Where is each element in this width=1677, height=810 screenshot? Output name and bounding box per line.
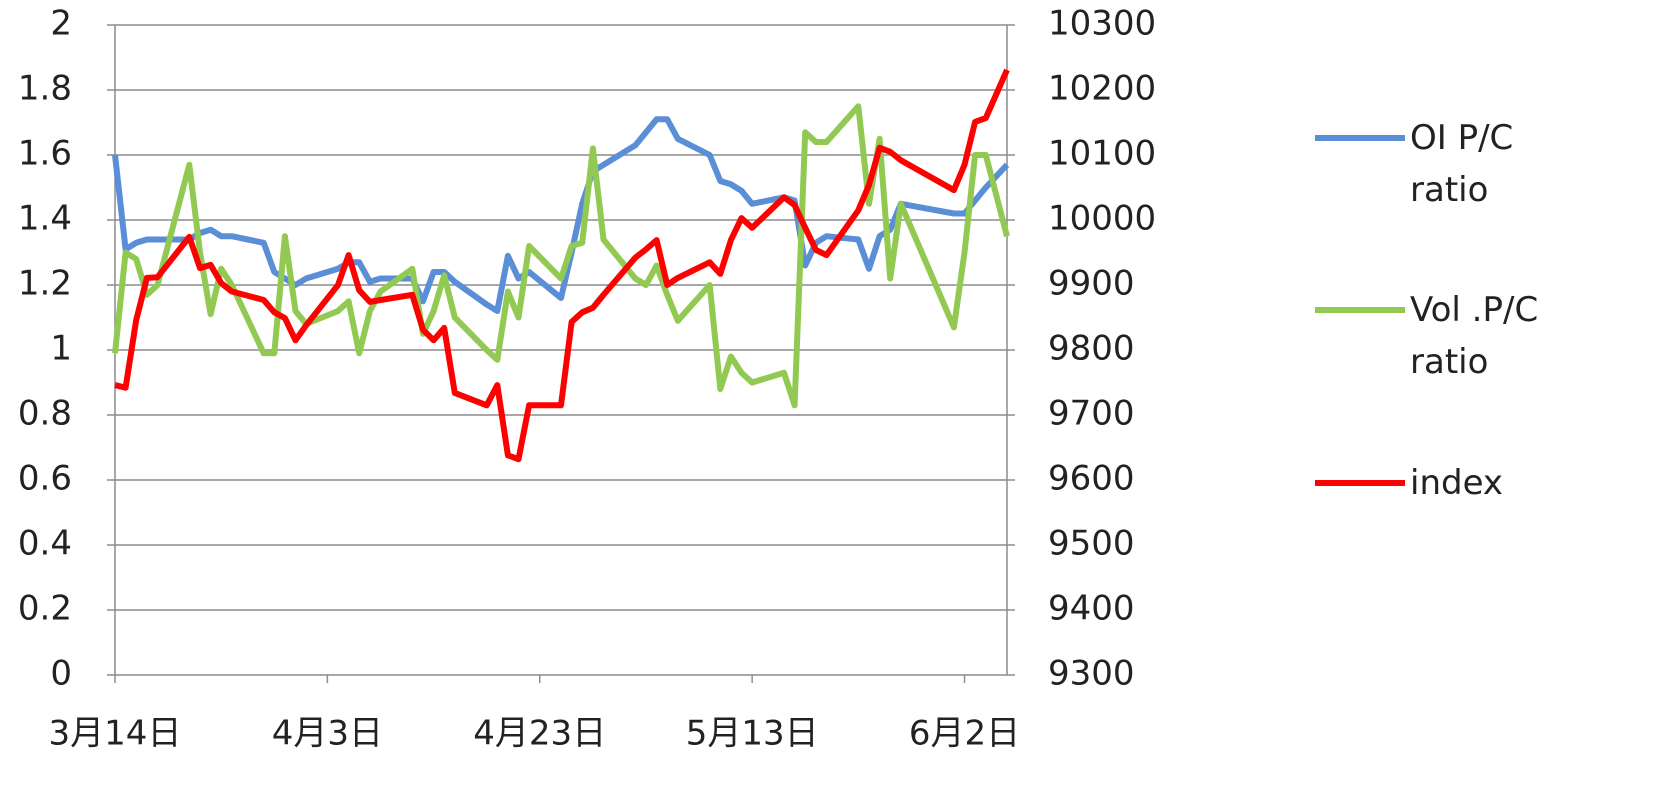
y-tick-label: 1 — [50, 329, 72, 369]
y2-tick-label: 10200 — [1048, 69, 1156, 109]
y2-tick-label: 9400 — [1048, 589, 1135, 629]
y2-tick-label: 9800 — [1048, 329, 1135, 369]
series-line — [112, 103, 1010, 409]
y2-tick-label: 9600 — [1048, 459, 1135, 499]
series-line — [112, 116, 1010, 314]
y-tick-label: 2 — [50, 4, 72, 44]
y-tick-label: 0.6 — [18, 459, 72, 499]
y-tick-label: 1.6 — [18, 134, 72, 174]
y2-tick-label: 9500 — [1048, 524, 1135, 564]
y-tick-label: 1.2 — [18, 264, 72, 304]
legend-label: index — [1410, 463, 1504, 503]
y-tick-label: 0.8 — [18, 394, 72, 434]
x-tick-label: 4月3日 — [272, 714, 383, 754]
y2-tick-label: 9900 — [1048, 264, 1135, 304]
y-tick-label: 0.4 — [18, 524, 72, 564]
y2-tick-label: 10000 — [1048, 199, 1156, 239]
x-tick-label: 5月13日 — [686, 714, 819, 754]
y-tick-label: 1.8 — [18, 69, 72, 109]
x-tick-label: 4月23日 — [473, 714, 606, 754]
y-tick-label: 0 — [50, 654, 72, 694]
y-tick-label: 1.4 — [18, 199, 72, 239]
y2-tick-label: 9700 — [1048, 394, 1135, 434]
y2-tick-label: 10300 — [1048, 4, 1156, 44]
legend-label: OI P/C ratio — [1410, 118, 1514, 210]
y-tick-label: 0.2 — [18, 589, 72, 629]
legend-label: Vol .P/C ratio — [1410, 290, 1539, 382]
x-tick-label: 3月14日 — [49, 714, 182, 754]
y2-tick-label: 9300 — [1048, 654, 1135, 694]
series-line — [114, 68, 1010, 463]
x-tick-label: 6月2日 — [909, 714, 1020, 754]
y2-tick-label: 10100 — [1048, 134, 1156, 174]
